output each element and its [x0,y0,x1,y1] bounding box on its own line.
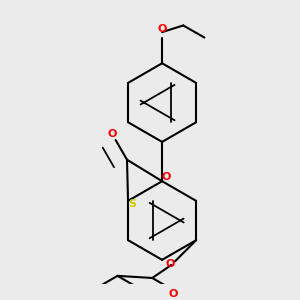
Text: O: O [169,289,178,299]
Text: O: O [158,24,167,34]
Text: O: O [107,128,117,139]
Text: O: O [162,172,171,182]
Text: O: O [166,259,175,269]
Text: S: S [129,200,136,209]
